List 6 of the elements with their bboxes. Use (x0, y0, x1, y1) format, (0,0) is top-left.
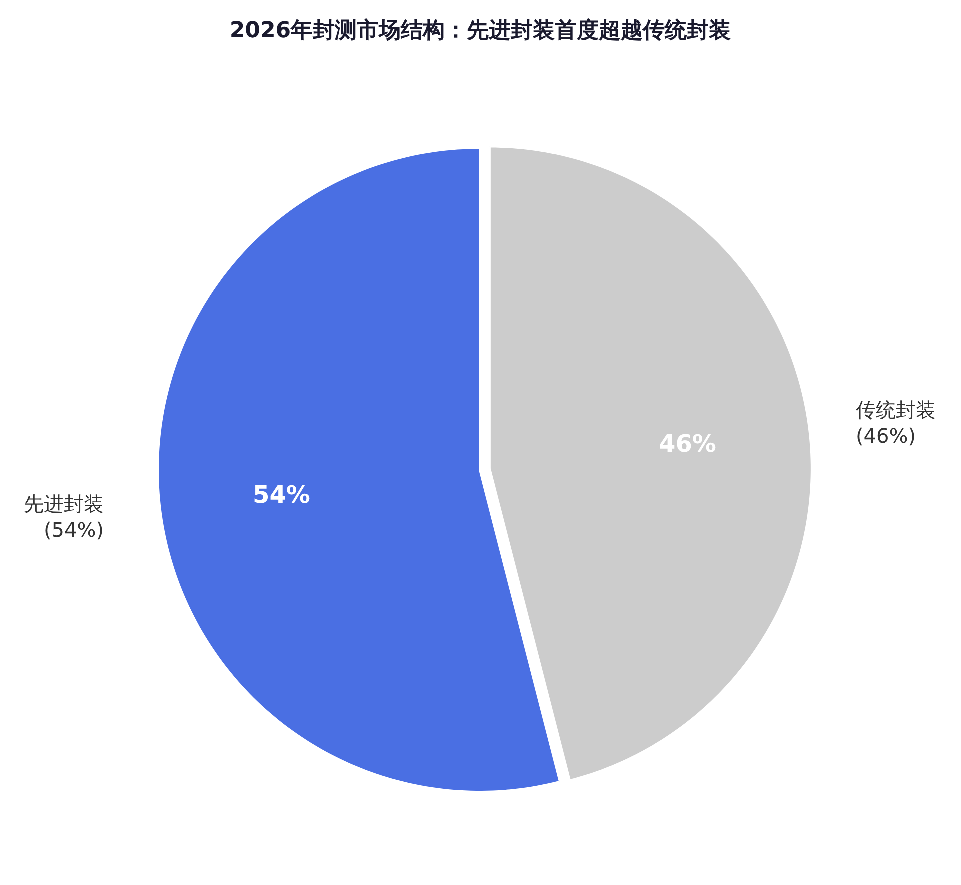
text: (54%) (44, 518, 104, 542)
text: (46%) (856, 424, 916, 448)
chart-title: 2026年封测市场结构：先进封装首度超越传统封装 (230, 18, 732, 44)
data-label: 54% (253, 481, 310, 509)
slice-label: 传统封装 (856, 398, 936, 422)
slice-label: 先进封装 (24, 492, 104, 516)
